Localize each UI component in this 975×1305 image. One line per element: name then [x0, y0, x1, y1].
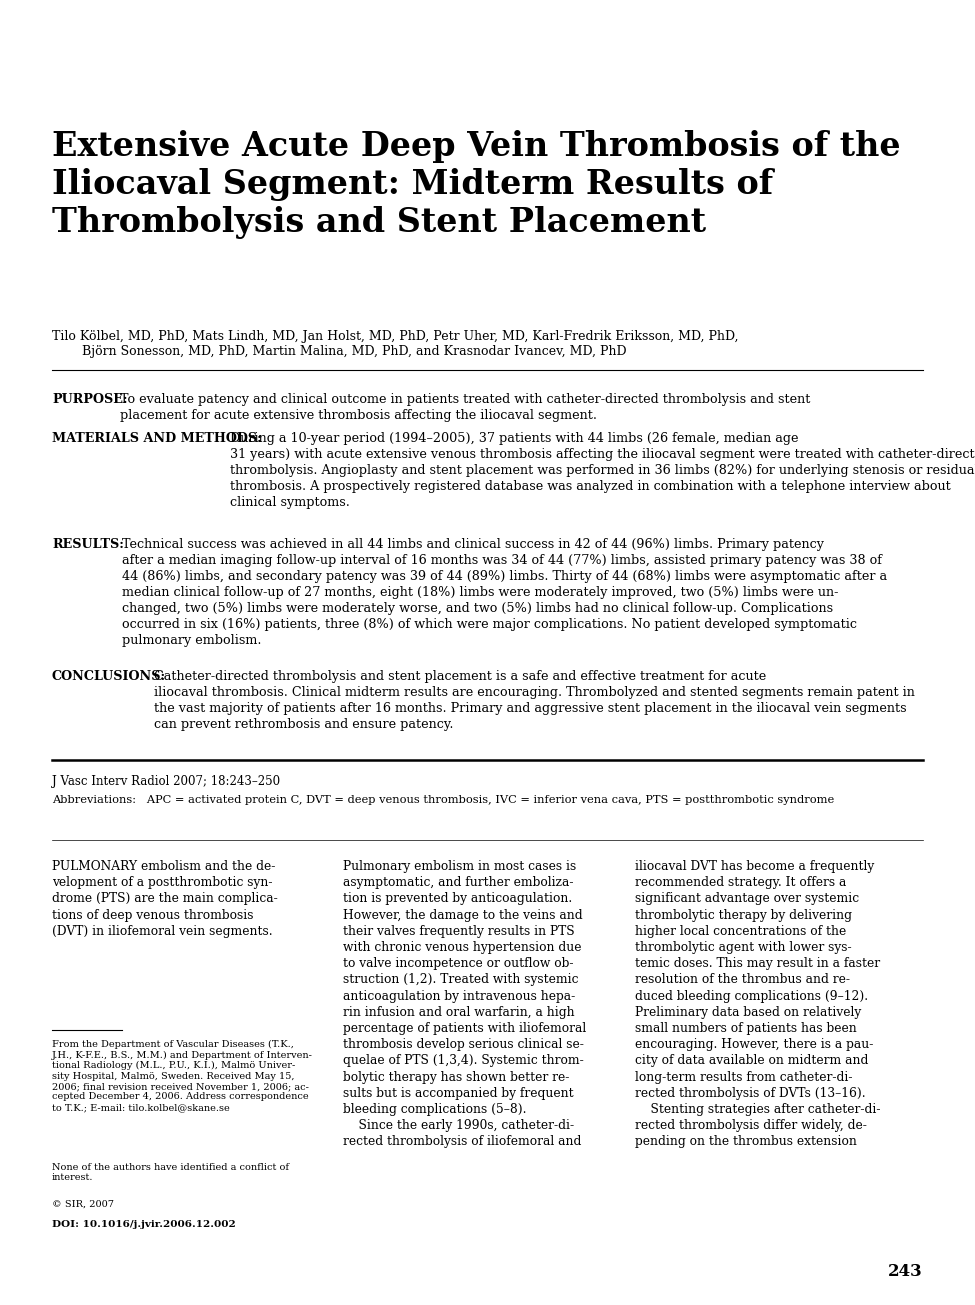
Text: None of the authors have identified a conflict of
interest.: None of the authors have identified a co…	[52, 1163, 289, 1182]
Text: PURPOSE:: PURPOSE:	[52, 393, 128, 406]
Text: 243: 243	[888, 1263, 923, 1280]
Text: RESULTS:: RESULTS:	[52, 538, 124, 551]
Text: Thrombolysis and Stent Placement: Thrombolysis and Stent Placement	[52, 206, 706, 239]
Text: J Vasc Interv Radiol 2007; 18:243–250: J Vasc Interv Radiol 2007; 18:243–250	[52, 775, 280, 788]
Text: Tilo Kölbel, MD, PhD, Mats Lindh, MD, Jan Holst, MD, PhD, Petr Uher, MD, Karl-Fr: Tilo Kölbel, MD, PhD, Mats Lindh, MD, Ja…	[52, 330, 738, 343]
Text: CONCLUSIONS:: CONCLUSIONS:	[52, 669, 166, 683]
Text: Pulmonary embolism in most cases is
asymptomatic, and further emboliza-
tion is : Pulmonary embolism in most cases is asym…	[343, 860, 586, 1148]
Text: Extensive Acute Deep Vein Thrombosis of the: Extensive Acute Deep Vein Thrombosis of …	[52, 130, 901, 163]
Text: Björn Sonesson, MD, PhD, Martin Malina, MD, PhD, and Krasnodar Ivancev, MD, PhD: Björn Sonesson, MD, PhD, Martin Malina, …	[82, 345, 627, 358]
Text: Catheter-directed thrombolysis and stent placement is a safe and effective treat: Catheter-directed thrombolysis and stent…	[154, 669, 915, 731]
Text: © SIR, 2007: © SIR, 2007	[52, 1201, 114, 1208]
Text: From the Department of Vascular Diseases (T.K.,
J.H., K-F.E., B.S., M.M.) and De: From the Department of Vascular Diseases…	[52, 1040, 313, 1112]
Text: Technical success was achieved in all 44 limbs and clinical success in 42 of 44 : Technical success was achieved in all 44…	[122, 538, 887, 647]
Text: iliocaval DVT has become a frequently
recommended strategy. It offers a
signific: iliocaval DVT has become a frequently re…	[635, 860, 880, 1148]
Text: During a 10-year period (1994–2005), 37 patients with 44 limbs (26 female, media: During a 10-year period (1994–2005), 37 …	[230, 432, 975, 509]
Text: MATERIALS AND METHODS:: MATERIALS AND METHODS:	[52, 432, 261, 445]
Text: Abbreviations:   APC = activated protein C, DVT = deep venous thrombosis, IVC = : Abbreviations: APC = activated protein C…	[52, 795, 835, 805]
Text: Iliocaval Segment: Midterm Results of: Iliocaval Segment: Midterm Results of	[52, 168, 773, 201]
Text: PULMONARY embolism and the de-
velopment of a postthrombotic syn-
drome (PTS) ar: PULMONARY embolism and the de- velopment…	[52, 860, 278, 938]
Text: DOI: 10.1016/j.jvir.2006.12.002: DOI: 10.1016/j.jvir.2006.12.002	[52, 1220, 236, 1229]
Text: To evaluate patency and clinical outcome in patients treated with catheter-direc: To evaluate patency and clinical outcome…	[120, 393, 810, 422]
